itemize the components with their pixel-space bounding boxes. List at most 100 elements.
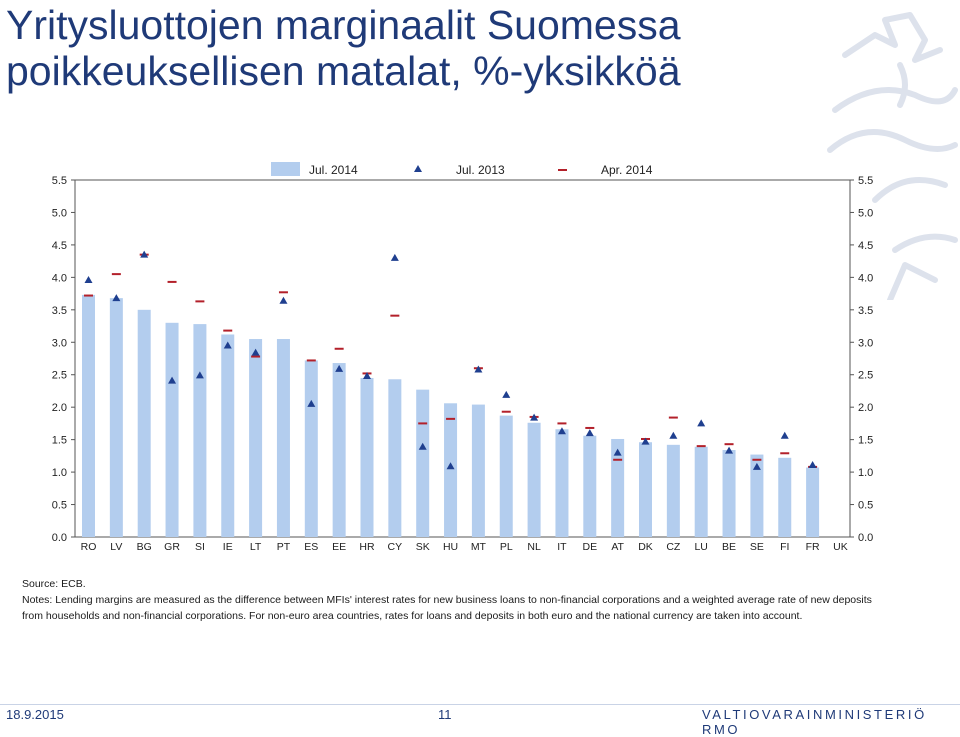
y-tick-label-right: 0.5 [858,500,873,512]
bar-nl [527,422,541,537]
x-tick-label-fi: FI [780,541,789,553]
apr-2014-marker-sk [418,422,428,425]
jul-2013-marker-fi [780,431,789,439]
x-tick-label-pl: PL [500,541,513,553]
apr-2014-marker-si [195,300,205,303]
y-axis-left: 0.0 0.5 1.0 1.5 2.0 2.5 3.0 3.5 4.0 4.5 5.0 5.5 [52,175,75,544]
bar-si [193,324,207,537]
y-tick-label-right: 0.0 [858,532,873,544]
chart-legend: Jul. 2014 Jul. 2013 Apr. 2014 [271,162,653,177]
bar-it [555,429,569,537]
jul-2013-marker-lt [251,348,260,356]
chart-notes: Source: ECB. Notes: Lending margins are … [22,576,882,624]
y-tick-label-left: 4.0 [52,272,67,284]
bar-hu [444,403,458,537]
x-tick-label-sk: SK [416,541,430,553]
y-tick-label-right: 2.5 [858,370,873,382]
legend-label-apr-2014: Apr. 2014 [601,163,653,177]
apr-2014-marker-it [557,422,567,425]
apr-2014-marker-cy [390,314,400,317]
bar-mt [471,404,485,537]
apr-2014-marker-fi [780,452,790,455]
jul-2013-marker-hr [363,372,371,380]
x-tick-label-be: BE [722,541,736,553]
jul-2013-marker-fr [808,460,817,468]
jul-2013-marker-be [725,446,734,454]
apr-2014-marker-ro [84,294,93,297]
y-tick-label-left: 2.5 [52,370,67,382]
x-tick-label-hu: HU [443,541,458,553]
jul-2013-marker-at [613,448,622,456]
x-tick-label-pt: PT [277,541,291,553]
x-tick-label-mt: MT [471,541,487,553]
jul-2013-marker-lv [112,294,121,302]
jul-2013-marker-ro [84,275,93,283]
organization-name: VALTIOVARAINMINISTERIÖ RMO [702,707,927,737]
title-line-1: Yritysluottojen marginaalit Suomessa [6,2,681,48]
y-axis-right: 0.0 0.5 1.0 1.5 2.0 2.5 3.0 3.5 4.0 4.5 5.0 5.5 [850,175,873,544]
apr-2014-marker-se [752,458,762,461]
jul-2013-marker-pl [502,390,511,398]
legend-label-jul-2014: Jul. 2014 [309,163,358,177]
jul-2013-marker-ie [223,341,232,349]
y-tick-label-left: 5.0 [52,207,67,219]
x-tick-label-de: DE [583,541,598,553]
y-tick-label-left: 4.5 [52,240,67,252]
bar-lu [694,446,708,537]
source-note: Source: ECB. [22,578,86,590]
x-axis: RO LV BG GR SI IE LT PT ES EE HR CY SK HU MT PL NL IT DE AT… [81,541,848,553]
bar-ee [332,363,346,537]
x-tick-label-ro: RO [81,541,97,553]
x-tick-label-gr: GR [164,541,180,553]
legend-swatch-triangle [414,165,422,172]
title-line-2: poikkeuksellisen matalat, %-yksikköä [6,48,681,94]
jul-2013-marker-mt [474,365,483,373]
x-tick-label-ee: EE [332,541,346,553]
y-tick-label-left: 1.5 [52,435,67,447]
jul-2013-marker-cz [669,431,678,439]
y-tick-label-right: 3.5 [858,305,873,317]
bar-sk [416,389,430,537]
apr-2014-marker-lt [251,355,261,358]
y-tick-label-left: 3.0 [52,337,67,349]
apr-2014-marker-lu [696,445,706,448]
jul-2013-marker-dk [641,437,650,445]
bar-pl [499,415,513,537]
jul-2013-marker-sk [418,442,427,450]
jul-2013-marker-de [585,429,594,437]
jul-2013-marker-hu [446,462,455,470]
jul-2013-marker-es [307,399,316,407]
y-tick-label-right: 1.5 [858,435,873,447]
bar-lt [249,339,263,537]
finnish-lion-icon [827,12,958,300]
jul-2013-markers [84,250,817,470]
y-tick-label-right: 2.0 [858,402,873,414]
jul-2013-marker-gr [168,376,177,384]
apr-2014-marker-at [613,458,623,461]
x-tick-label-at: AT [611,541,624,553]
bar-fr [806,467,820,537]
jul-2013-marker-cy [390,253,399,261]
y-tick-label-left: 1.0 [52,467,67,479]
legend-swatch-bar [271,162,300,176]
y-tick-label-left: 0.5 [52,500,67,512]
jul-2013-marker-lu [697,419,706,427]
lending-margins-chart: 0.0 0.5 1.0 1.5 2.0 2.5 3.0 3.5 4.0 4.5 5.0 5.5 0.0… [52,162,873,553]
x-tick-label-lv: LV [110,541,122,553]
apr-2014-marker-gr [167,280,177,283]
bar-pt [276,339,290,537]
y-tick-label-left: 2.0 [52,402,67,414]
bar-gr [165,322,179,537]
y-tick-label-right: 5.0 [858,207,873,219]
bar-dk [639,442,652,537]
notes-paragraph: Notes: Lending margins are measured as t… [22,594,872,622]
x-tick-label-se: SE [750,541,764,553]
apr-2014-marker-ie [223,329,233,332]
jul-2013-marker-si [195,371,204,379]
bar-be [722,450,736,537]
footer-divider [0,704,960,705]
y-tick-label-right: 4.0 [858,272,873,284]
apr-2014-marker-pl [501,410,511,413]
legend-swatch-dash [558,169,567,171]
page-number: 11 [438,707,452,722]
